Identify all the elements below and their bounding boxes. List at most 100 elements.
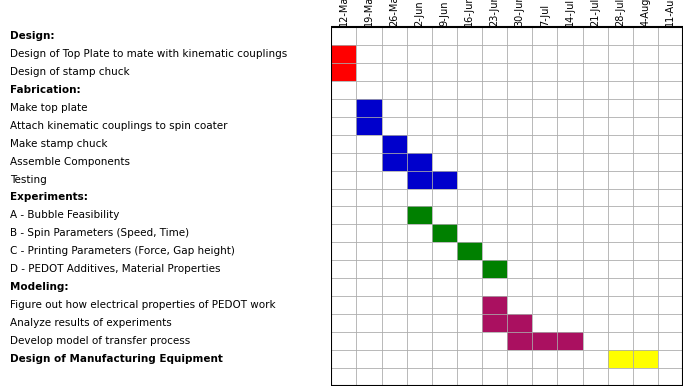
Text: Develop model of transfer process: Develop model of transfer process	[10, 336, 190, 346]
Bar	[432, 117, 457, 135]
Bar	[608, 117, 632, 135]
Bar	[532, 45, 557, 63]
Bar	[658, 117, 683, 135]
Bar	[608, 368, 632, 386]
Bar	[331, 117, 357, 135]
Bar	[331, 171, 357, 188]
Bar	[632, 99, 658, 117]
Text: 9-Jun: 9-Jun	[439, 0, 449, 26]
Bar	[482, 278, 507, 296]
Bar	[557, 27, 583, 45]
Bar	[457, 99, 482, 117]
Bar	[507, 171, 532, 188]
Bar	[457, 117, 482, 135]
Text: Fabrication:: Fabrication:	[10, 85, 81, 95]
Bar	[406, 296, 432, 314]
Bar	[432, 350, 457, 368]
Bar	[357, 314, 382, 332]
Bar	[557, 224, 583, 242]
Bar	[357, 242, 382, 260]
Bar	[532, 171, 557, 188]
Text: 26-May: 26-May	[389, 0, 399, 26]
Bar	[357, 188, 382, 207]
Bar	[406, 152, 432, 171]
Bar	[583, 171, 608, 188]
Bar	[432, 27, 457, 45]
Bar	[357, 81, 382, 99]
Text: D - PEDOT Additives, Material Properties: D - PEDOT Additives, Material Properties	[10, 264, 221, 274]
Bar	[357, 207, 382, 224]
Bar	[382, 45, 406, 63]
Bar	[357, 99, 382, 117]
Bar	[557, 207, 583, 224]
Text: 28-Jul: 28-Jul	[615, 0, 625, 26]
Bar	[331, 260, 357, 278]
Text: 16-Jun: 16-Jun	[464, 0, 475, 26]
Bar	[632, 207, 658, 224]
Bar	[583, 45, 608, 63]
Bar	[583, 260, 608, 278]
Bar	[658, 152, 683, 171]
Bar	[357, 171, 382, 188]
Text: Attach kinematic couplings to spin coater: Attach kinematic couplings to spin coate…	[10, 121, 227, 131]
Bar	[507, 188, 532, 207]
Bar	[507, 296, 532, 314]
Bar	[482, 45, 507, 63]
Bar	[457, 27, 482, 45]
Bar	[382, 152, 406, 171]
Bar	[331, 63, 357, 81]
Bar	[406, 368, 432, 386]
Bar	[608, 171, 632, 188]
Bar	[532, 314, 557, 332]
Bar	[331, 45, 357, 63]
Bar	[331, 278, 357, 296]
Bar	[432, 99, 457, 117]
Bar	[632, 242, 658, 260]
Bar	[608, 135, 632, 152]
Bar	[557, 332, 583, 350]
Bar	[507, 260, 532, 278]
Bar	[382, 188, 406, 207]
Text: Figure out how electrical properties of PEDOT work: Figure out how electrical properties of …	[10, 300, 275, 310]
Bar	[658, 188, 683, 207]
Bar	[382, 350, 406, 368]
Bar	[583, 81, 608, 99]
Bar	[608, 188, 632, 207]
Bar	[457, 45, 482, 63]
Bar	[507, 314, 532, 332]
Bar	[482, 63, 507, 81]
Bar	[406, 207, 432, 224]
Text: A - Bubble Feasibility: A - Bubble Feasibility	[10, 210, 120, 220]
Bar	[406, 171, 432, 188]
Bar	[457, 368, 482, 386]
Bar	[608, 314, 632, 332]
Bar	[432, 260, 457, 278]
Bar	[632, 278, 658, 296]
Bar	[482, 188, 507, 207]
Bar	[557, 350, 583, 368]
Bar	[482, 152, 507, 171]
Bar	[632, 188, 658, 207]
Bar	[382, 135, 406, 152]
Bar	[382, 81, 406, 99]
Bar	[457, 135, 482, 152]
Bar	[406, 332, 432, 350]
Bar	[406, 99, 432, 117]
Bar	[507, 207, 532, 224]
Bar	[532, 278, 557, 296]
Bar	[507, 81, 532, 99]
Bar	[406, 278, 432, 296]
Bar	[658, 81, 683, 99]
Bar	[432, 188, 457, 207]
Bar	[507, 278, 532, 296]
Bar	[357, 152, 382, 171]
Bar	[608, 207, 632, 224]
Bar	[382, 332, 406, 350]
Bar	[557, 296, 583, 314]
Bar	[658, 63, 683, 81]
Bar	[507, 135, 532, 152]
Bar	[357, 260, 382, 278]
Bar	[331, 332, 357, 350]
Bar	[658, 135, 683, 152]
Bar	[583, 368, 608, 386]
